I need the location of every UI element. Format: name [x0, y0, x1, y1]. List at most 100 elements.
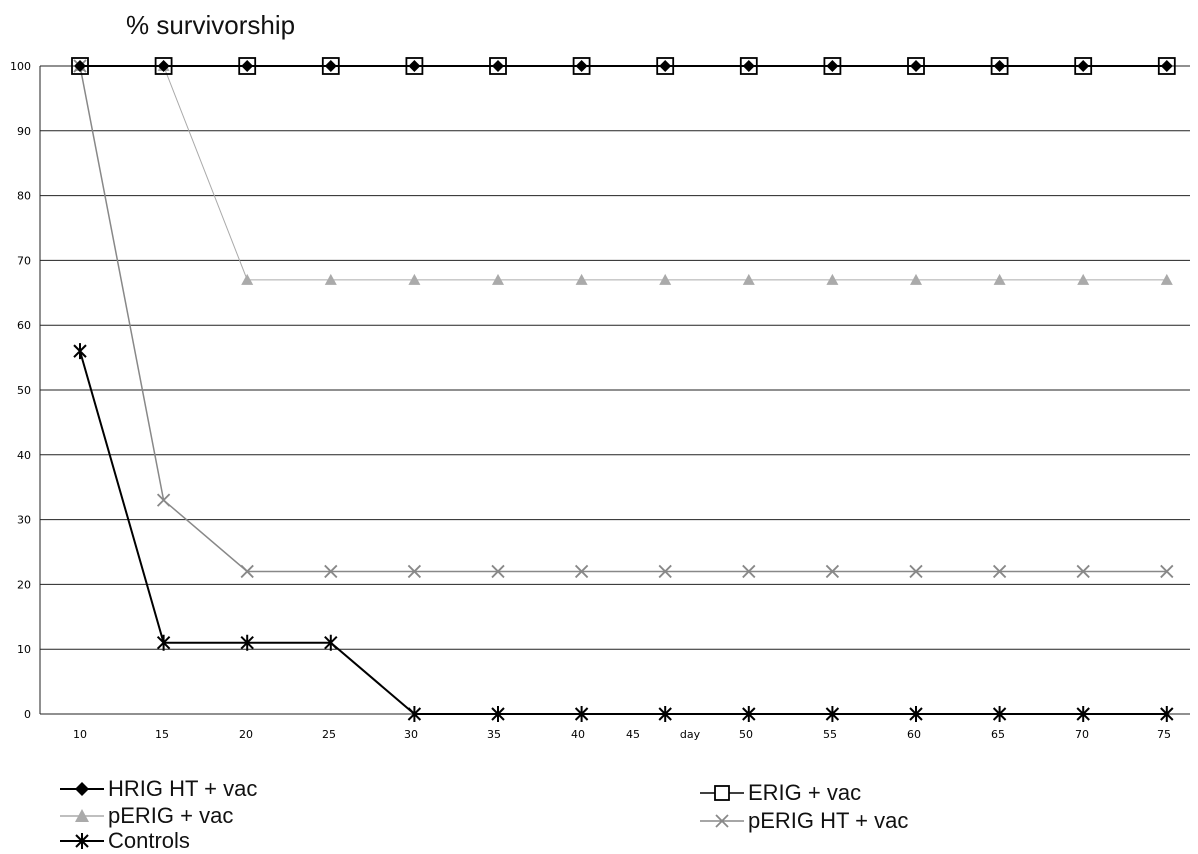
triangle-marker-icon — [60, 809, 104, 822]
x-tick-label: 40 — [571, 728, 585, 741]
y-tick-label: 70 — [17, 254, 31, 267]
x-tick-label: 65 — [991, 728, 1005, 741]
data-point-erig-vac — [71, 57, 89, 75]
data-point-hrig-ht-vac — [408, 60, 421, 72]
data-point-perig-vac — [324, 273, 337, 285]
legend-label: Controls — [108, 828, 190, 853]
x-tick-label: 55 — [823, 728, 837, 741]
square-marker-icon — [700, 785, 744, 801]
y-tick-label: 80 — [17, 190, 31, 203]
data-point-controls — [825, 706, 840, 722]
data-point-hrig-ht-vac — [742, 60, 755, 72]
x-marker-icon — [700, 814, 744, 828]
data-point-hrig-ht-vac — [1160, 60, 1173, 72]
legend-item-perig-ht-vac: pERIG HT + vac — [700, 808, 909, 833]
data-point-perig-vac — [408, 273, 421, 285]
series-markers — [71, 57, 1176, 722]
line-chart: 0 10 20 30 40 50 60 70 80 90 100 10 15 20 25 30 35 40 45 d… — [10, 57, 1190, 741]
data-point-perig-ht-vac — [407, 564, 422, 579]
data-point-controls — [992, 706, 1007, 722]
gridlines — [40, 65, 1190, 715]
data-point-controls — [1076, 706, 1090, 722]
data-point-hrig-ht-vac — [826, 60, 839, 72]
legend-label: ERIG + vac — [748, 780, 862, 805]
data-point-hrig-ht-vac — [157, 60, 170, 72]
y-tick-label: 50 — [17, 384, 31, 397]
data-point-perig-ht-vac — [491, 564, 505, 579]
x-tick-label: 75 — [1157, 728, 1171, 741]
x-tick-label: 20 — [239, 728, 253, 741]
data-point-perig-ht-vac — [324, 564, 338, 579]
data-point-hrig-ht-vac — [910, 60, 922, 72]
x-tick-label: 30 — [404, 728, 418, 741]
data-point-erig-vac — [238, 57, 257, 75]
data-point-perig-ht-vac — [574, 564, 589, 579]
data-point-hrig-ht-vac — [241, 60, 254, 72]
data-point-perig-ht-vac — [825, 564, 840, 579]
legend-item-perig-vac: pERIG + vac — [60, 803, 234, 828]
data-point-controls — [1160, 706, 1174, 722]
data-point-perig-ht-vac — [240, 564, 254, 579]
data-point-perig-vac — [910, 273, 922, 285]
data-point-perig-vac — [575, 273, 588, 285]
data-point-erig-vac — [823, 57, 842, 75]
data-point-controls — [491, 706, 505, 722]
data-point-hrig-ht-vac — [659, 60, 672, 72]
x-tick-label: 60 — [907, 728, 921, 741]
chart-title: % survivorship — [126, 10, 296, 40]
data-point-erig-vac — [572, 57, 591, 75]
y-tick-label: 30 — [17, 514, 31, 527]
data-point-controls — [156, 634, 171, 651]
x-tick-label: 70 — [1075, 728, 1089, 741]
data-point-controls — [574, 706, 589, 722]
legend-label: pERIG + vac — [108, 803, 234, 828]
data-point-controls — [658, 706, 672, 722]
data-point-controls — [407, 706, 422, 722]
data-point-perig-vac — [742, 273, 755, 285]
data-point-erig-vac — [656, 57, 675, 75]
series-lines — [79, 65, 1167, 715]
x-axis-label: day — [680, 728, 701, 741]
data-point-perig-ht-vac — [658, 564, 672, 579]
x-tick-label: 50 — [739, 728, 753, 741]
data-point-perig-vac — [1160, 273, 1173, 285]
y-tick-label: 40 — [17, 449, 31, 462]
data-point-erig-vac — [1157, 57, 1176, 75]
x-tick-label: 25 — [322, 728, 336, 741]
legend-item-controls: Controls — [60, 828, 190, 853]
y-tick-label: 100 — [10, 60, 31, 73]
data-point-perig-vac — [993, 273, 1006, 285]
data-point-hrig-ht-vac — [575, 60, 588, 72]
data-point-perig-vac — [241, 273, 254, 285]
data-point-perig-vac — [1077, 273, 1090, 285]
x-tick-label: 35 — [487, 728, 501, 741]
legend-label: HRIG HT + vac — [108, 776, 258, 801]
series-line-controls — [79, 350, 1167, 715]
diamond-marker-icon — [60, 782, 104, 796]
data-point-controls — [73, 343, 87, 360]
data-point-controls — [240, 634, 254, 651]
series-line-perig-ht-vac — [79, 65, 1167, 573]
legend-item-hrig-ht-vac: HRIG HT + vac — [60, 776, 258, 801]
data-point-perig-ht-vac — [909, 564, 923, 579]
data-point-perig-ht-vac — [156, 493, 171, 507]
data-point-erig-vac — [990, 57, 1009, 75]
y-tick-label: 0 — [24, 708, 31, 721]
data-point-perig-vac — [659, 273, 672, 285]
data-point-controls — [742, 706, 756, 722]
legend-label: pERIG HT + vac — [748, 808, 909, 833]
x-tick-label: 10 — [73, 728, 87, 741]
data-point-erig-vac — [907, 57, 925, 75]
data-point-erig-vac — [321, 57, 340, 75]
x-tick-label: 15 — [155, 728, 169, 741]
data-point-erig-vac — [489, 57, 507, 75]
data-point-perig-ht-vac — [992, 564, 1007, 579]
legend-item-erig-vac: ERIG + vac — [700, 780, 862, 805]
data-point-controls — [909, 706, 923, 722]
data-point-hrig-ht-vac — [993, 60, 1006, 72]
data-point-hrig-ht-vac — [1077, 60, 1090, 72]
y-tick-labels: 0 10 20 30 40 50 60 70 80 90 100 — [10, 60, 31, 721]
data-point-perig-vac — [492, 273, 504, 285]
data-point-perig-vac — [826, 273, 839, 285]
y-tick-label: 10 — [17, 643, 31, 656]
